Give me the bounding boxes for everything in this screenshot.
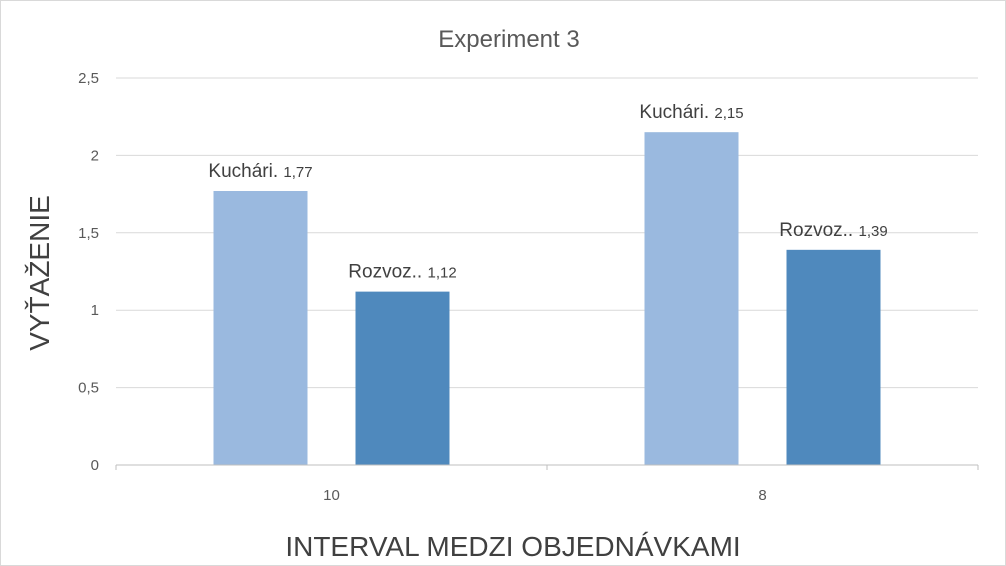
data-label: Rozvoz.. 1,12 xyxy=(348,262,456,283)
x-tick-label: 10 xyxy=(323,487,340,504)
bar xyxy=(786,249,881,465)
data-labels: Kuchári. 1,77 Rozvoz.. 1,12 Kuchári. 2,15 R… xyxy=(208,102,887,282)
x-axis xyxy=(115,464,979,470)
y-tick-labels: 0 0,5 1 1,5 2 2,5 xyxy=(78,70,99,474)
y-tick-label: 1 xyxy=(91,302,99,319)
data-label: Kuchári. 2,15 xyxy=(639,102,743,123)
y-tick-label: 2 xyxy=(91,147,99,164)
x-tick-labels: 10 8 xyxy=(323,487,767,504)
bar xyxy=(644,132,739,465)
y-tick-label: 2,5 xyxy=(78,70,99,87)
chart-title: Experiment 3 xyxy=(438,26,579,53)
bar xyxy=(213,191,308,465)
bars xyxy=(213,132,881,465)
y-tick-label: 1,5 xyxy=(78,225,99,242)
data-label: Kuchári. 1,77 xyxy=(208,161,312,182)
x-axis-title: INTERVAL MEDZI OBJEDNÁVKAMI xyxy=(285,531,740,562)
data-label: Rozvoz.. 1,39 xyxy=(779,220,887,241)
x-tick-label: 8 xyxy=(758,487,766,504)
bar xyxy=(355,291,450,465)
y-axis-title: VYŤAŽENIE xyxy=(24,195,55,351)
y-tick-label: 0,5 xyxy=(78,380,99,397)
y-tick-label: 0 xyxy=(91,457,99,474)
